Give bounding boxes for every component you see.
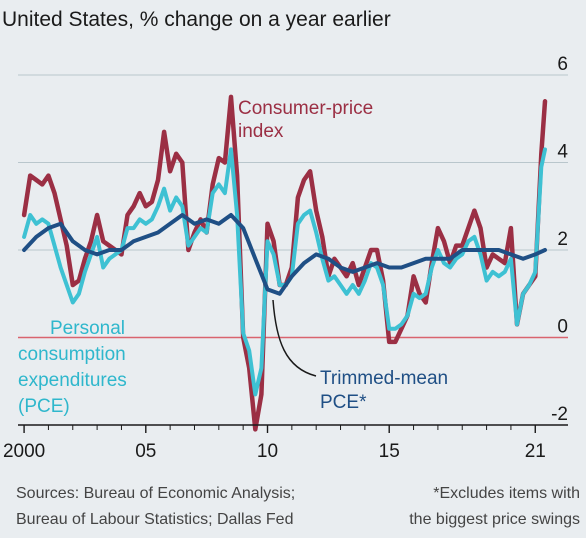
x-tick-label: 10	[257, 441, 278, 462]
annotation-pce-line2: consumption	[18, 344, 126, 365]
footnote-line2: the biggest price swings	[409, 511, 580, 528]
y-tick-label: 6	[557, 54, 568, 75]
source-line2: Bureau of Labour Statistics; Dallas Fed	[16, 511, 293, 528]
annotation-pce-line4: (PCE)	[18, 396, 70, 417]
series-line-2	[22, 213, 547, 296]
annotation-cpi-line1: Consumer-price	[238, 98, 373, 119]
x-ticks: 2000 05 10 15 21	[3, 425, 546, 462]
y-tick-labels: 6 4 2 0 -2	[551, 54, 568, 425]
y-tick-label: 2	[557, 229, 568, 250]
annotation-pce-line1: Personal	[50, 318, 125, 339]
annotation-pce-line3: expenditures	[18, 370, 127, 391]
y-tick-label: 4	[557, 142, 568, 163]
annotation-trimmed-line2: PCE*	[320, 392, 367, 413]
y-tick-label: 0	[557, 317, 568, 338]
footnote-line1: *Excludes items with	[433, 485, 580, 502]
x-tick-label: 05	[135, 441, 156, 462]
x-tick-label: 21	[525, 441, 546, 462]
series-lines	[21, 94, 548, 432]
chart-title: United States, % change on a year earlie…	[2, 8, 391, 31]
x-tick-label: 15	[379, 441, 400, 462]
x-tick-label: 2000	[3, 441, 45, 462]
annotation-trimmed-leader	[272, 299, 317, 377]
annotation-cpi-line2: index	[238, 121, 284, 142]
y-tick-label: -2	[551, 404, 568, 425]
annotation-trimmed-line1: Trimmed-mean	[320, 368, 448, 389]
source-line1: Sources: Bureau of Economic Analysis;	[16, 485, 295, 502]
